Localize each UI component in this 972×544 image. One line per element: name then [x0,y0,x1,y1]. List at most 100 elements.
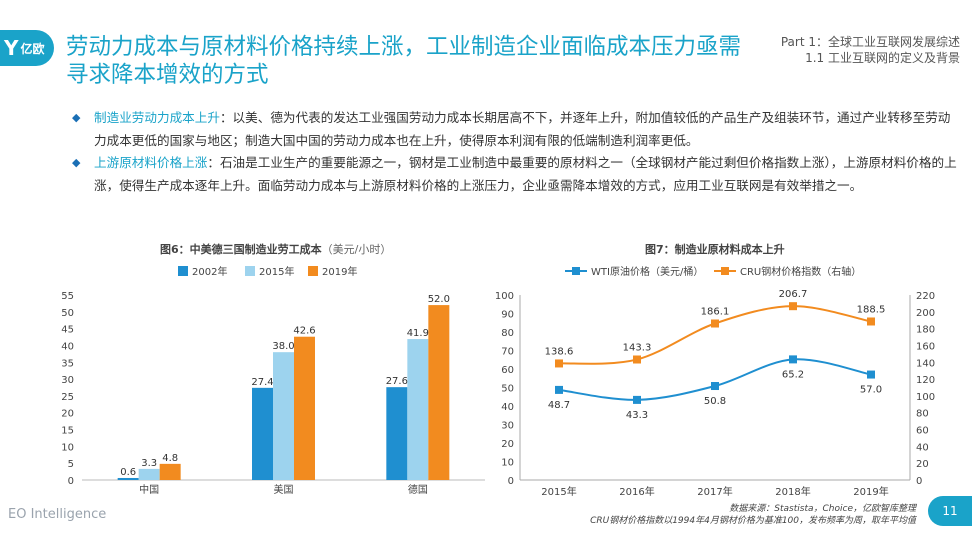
logo-text: 亿欧 [20,41,45,56]
data-label: 43.3 [626,410,648,421]
point-1-3 [789,302,797,311]
legend-label-0: WTI原油价格（美元/桶） [591,265,703,278]
y-tick-label: 55 [61,291,74,302]
bullet-key: 制造业劳动力成本上升 [94,110,220,125]
y-tick-label: 25 [61,392,74,403]
y-tick-label: 20 [61,409,74,420]
y2-tick-label: 60 [916,426,929,437]
data-label: 50.8 [704,396,726,407]
point-1-4 [867,317,875,326]
y-tick-label: 20 [501,439,514,450]
y-tick-label: 80 [501,328,514,339]
data-label: 38.0 [272,341,294,352]
point-0-1 [633,395,641,404]
x-tick-label: 2018年 [775,485,810,498]
chart-title-labor-text: 图6：中美德三国制造业劳工成本 [160,243,322,256]
y2-tick-label: 180 [916,325,935,336]
point-1-1 [633,355,641,364]
y2-tick-label: 120 [916,375,935,386]
bar-1-2 [294,336,315,480]
data-label: 3.3 [141,458,157,469]
diamond-icon: ◆ [72,156,81,169]
y2-tick-label: 100 [916,392,935,403]
page-title: 劳动力成本与原材料价格持续上涨，工业制造企业面临成本压力亟需寻求降本增效的方式 [66,34,742,88]
bar-2-2 [428,305,450,480]
legend-marker-0 [572,267,580,275]
data-label: 65.2 [782,369,804,380]
y-tick-label: 45 [61,325,74,336]
legend-swatch-2 [308,266,318,276]
legend-swatch-1 [245,266,255,276]
page-number: 11 [928,496,972,526]
y2-tick-label: 200 [916,308,935,319]
bullet-text: ：石油是工业生产的重要能源之一，钢材是工业制造中最重要的原材料之一（全球钢材产能… [94,155,957,193]
data-label: 186.1 [701,307,730,318]
bar-2-1 [407,339,429,480]
legend-label-2: 2019年 [322,265,357,278]
source-line-1: 数据来源：Stastista，Choice，亿欧智库整理 [729,504,916,514]
source-line-2: CRU钢材价格指数以1994年4月钢材价格为基准100，发布频率为周，取年平均值 [590,516,916,526]
data-label: 143.3 [623,342,652,353]
y-tick-label: 90 [501,310,514,321]
bullet-labor-cost: ◆ 制造业劳动力成本上升：以美、德为代表的发达工业强国劳动力成本长期居高不下，并… [70,107,960,152]
y2-tick-label: 40 [916,442,929,453]
material-cost-line-chart: 0 10 20 30 40 50 60 70 80 90 100 0 20 40 60 80 100 120 140… [495,265,935,498]
x-tick-label: 2017年 [697,485,732,498]
x-tick-label: 中国 [139,483,159,496]
y-tick-label: 60 [501,365,514,376]
bar-0-0 [117,477,139,480]
y-tick-label: 30 [501,421,514,432]
y-tick-label: 30 [61,375,74,386]
footer-brand: EO Intelligence [8,507,107,522]
point-1-0 [555,359,563,368]
bar-1-1 [273,352,294,480]
legend-label-0: 2002年 [192,265,227,278]
y2-tick-label: 80 [916,409,929,420]
y-tick-label: 40 [61,341,74,352]
point-0-3 [789,355,797,364]
data-label: 4.8 [162,453,178,464]
data-label: 0.6 [120,467,136,478]
y2-tick-label: 140 [916,358,935,369]
y-tick-label: 5 [68,459,74,470]
data-label: 42.6 [293,326,315,337]
data-label: 27.4 [251,377,273,388]
point-0-2 [711,382,719,391]
y-tick-label: 50 [501,384,514,395]
point-0-4 [867,370,875,379]
bar-2-0 [386,387,408,480]
logo-mark: Y [4,36,19,60]
y-tick-label: 10 [61,442,74,453]
y-tick-label: 0 [508,476,514,487]
data-label: 48.7 [548,400,570,411]
section-breadcrumb: Part 1：全球工业互联网发展综述 1.1 工业互联网的定义及背景 [781,34,960,66]
diamond-icon: ◆ [72,111,81,124]
y-tick-label: 50 [61,308,74,319]
x-tick-label: 美国 [274,483,294,496]
x-tick-label: 2015年 [541,485,576,498]
legend-label-1: 2015年 [259,265,294,278]
data-label: 57.0 [860,385,882,396]
chart-title-labor: 图6：中美德三国制造业劳工成本（美元/小时） [160,241,391,257]
bullet-list: ◆ 制造业劳动力成本上升：以美、德为代表的发达工业强国劳动力成本长期居高不下，并… [70,107,960,197]
y-tick-label: 35 [61,358,74,369]
legend-label-1: CRU钢材价格指数（右轴） [740,265,861,278]
bar-0-1 [138,468,160,480]
x-tick-label: 2016年 [619,485,654,498]
part-line-1: Part 1：全球工业互联网发展综述 [780,35,960,49]
y-tick-label: 40 [501,402,514,413]
y-tick-label: 100 [495,291,514,302]
bar-0-2 [159,463,181,480]
bullet-material-price: ◆ 上游原材料价格上涨：石油是工业生产的重要能源之一，钢材是工业制造中最重要的原… [70,152,960,197]
legend-swatch-0 [178,266,188,276]
y2-tick-label: 0 [916,476,922,487]
y-tick-label: 15 [61,426,74,437]
x-tick-label: 2019年 [853,485,888,498]
y2-tick-label: 160 [916,341,935,352]
data-label: 52.0 [428,294,450,305]
point-1-2 [711,319,719,328]
data-label: 27.6 [386,376,408,387]
y2-tick-label: 220 [916,291,935,302]
y-tick-label: 10 [501,458,514,469]
data-label: 188.5 [857,304,886,315]
